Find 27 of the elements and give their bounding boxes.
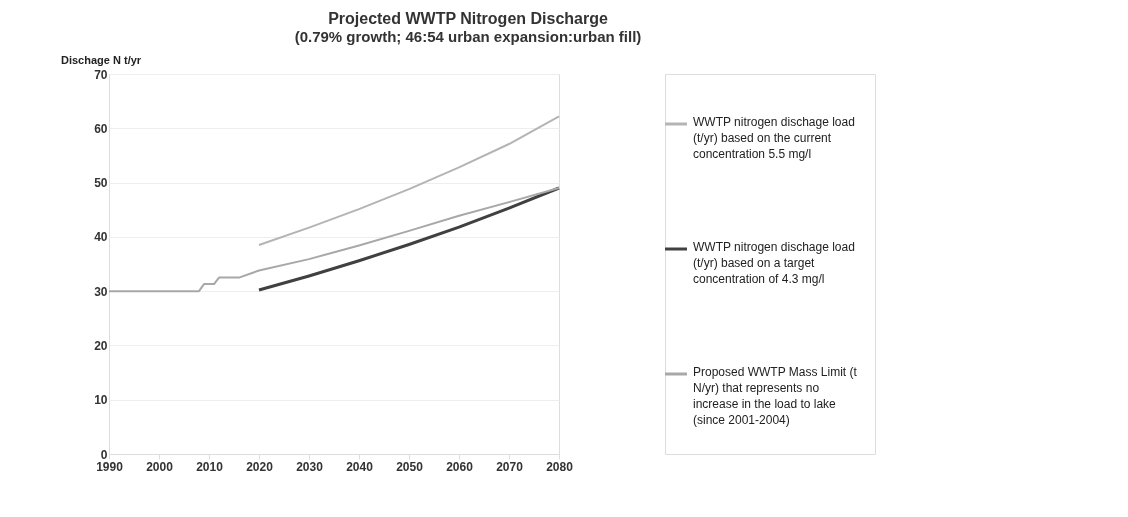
- y-tick-label: 50: [94, 176, 108, 191]
- line-series: [108, 187, 560, 293]
- chart-subtitle: (0.79% growth; 46:54 urban expansion:urban fill): [294, 27, 642, 45]
- y-tick-label: 0: [100, 447, 108, 462]
- y-tick-label: 60: [94, 121, 108, 136]
- x-tick-label: 2050: [396, 459, 424, 474]
- x-tick-label: 2030: [296, 459, 324, 474]
- y-tick-label: 40: [94, 230, 108, 245]
- legend-label: WWTP nitrogen dischage load (t/yr) based on a target concentration of 4.3 mg/l: [693, 240, 855, 286]
- x-tick-label: 2070: [496, 459, 524, 474]
- x-tick-label: 2010: [196, 459, 224, 474]
- x-tick-label: 2080: [546, 459, 574, 474]
- x-tick-label: 1990: [96, 459, 124, 474]
- y-tick-label: 70: [94, 67, 108, 82]
- legend-label: Proposed WWTP Mass Limit (t N/yr) that represents no increase in the load to lake (since 2001-2004): [693, 365, 858, 427]
- y-tick-label: 20: [94, 338, 108, 353]
- y-tick-label: 30: [94, 284, 108, 299]
- x-tick-label: 2040: [346, 459, 374, 474]
- chart-title: Projected WWTP Nitrogen Discharge: [328, 9, 608, 27]
- x-tick-label: 2020: [246, 459, 274, 474]
- y-tick-label: 10: [94, 393, 108, 408]
- y-axis-title: Dischage N t/yr: [61, 54, 142, 66]
- legend-label: WWTP nitrogen dischage load (t/yr) based on the current concentration 5.5 mg/l: [693, 115, 855, 161]
- line-series: [258, 115, 560, 246]
- line-series: [257, 186, 561, 292]
- x-tick-label: 2060: [446, 459, 474, 474]
- x-tick-label: 2000: [146, 459, 174, 474]
